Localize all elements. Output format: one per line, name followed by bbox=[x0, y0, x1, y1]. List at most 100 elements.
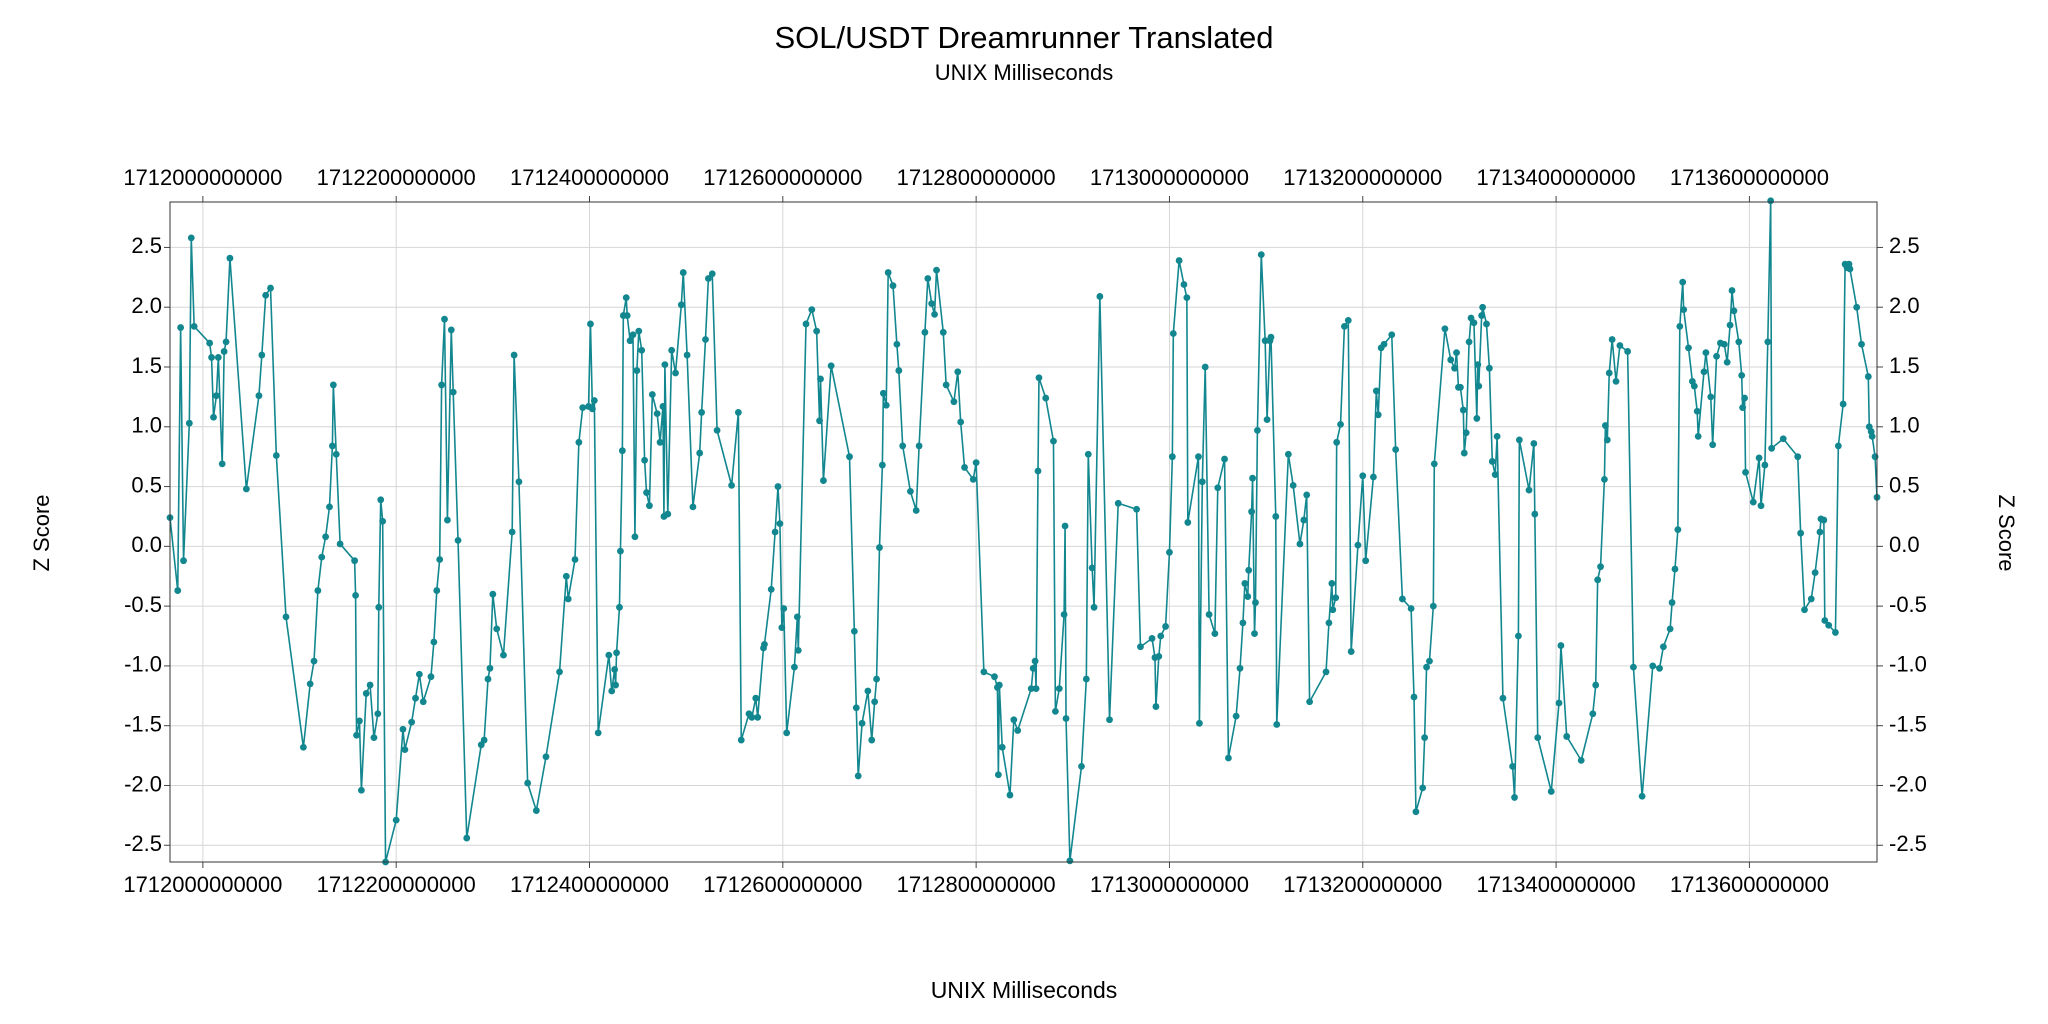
data-point bbox=[1325, 619, 1333, 627]
data-point bbox=[924, 275, 932, 282]
data-point bbox=[267, 284, 274, 292]
data-point bbox=[1106, 716, 1113, 724]
data-point bbox=[562, 572, 570, 580]
data-point bbox=[783, 729, 791, 737]
x-tick-label: 1712800000000 bbox=[897, 872, 1056, 897]
y-axis-label: Z Score bbox=[29, 494, 54, 571]
data-point bbox=[1155, 652, 1163, 660]
data-point bbox=[1656, 664, 1663, 672]
data-point bbox=[1738, 371, 1746, 379]
x-tick-label: 1712000000000 bbox=[123, 872, 282, 897]
data-point bbox=[542, 753, 550, 761]
data-point bbox=[212, 392, 220, 400]
data-point bbox=[282, 613, 290, 621]
data-point bbox=[737, 736, 745, 744]
data-point bbox=[438, 381, 446, 389]
x-top-tick-label: 1712800000000 bbox=[897, 165, 1056, 190]
data-point bbox=[1726, 321, 1734, 329]
data-point bbox=[1032, 685, 1040, 693]
data-point bbox=[1846, 265, 1854, 273]
data-point bbox=[1728, 287, 1736, 294]
data-point bbox=[1241, 580, 1249, 587]
data-point bbox=[1834, 442, 1842, 450]
data-point bbox=[954, 368, 962, 376]
data-point bbox=[641, 456, 648, 464]
data-point bbox=[1735, 338, 1743, 346]
data-point bbox=[1035, 374, 1043, 382]
y2-tick-label: -2.0 bbox=[1889, 771, 1927, 796]
data-point bbox=[1225, 754, 1232, 762]
data-point bbox=[1511, 794, 1518, 801]
data-point bbox=[1374, 411, 1382, 419]
data-point bbox=[1322, 668, 1330, 676]
y2-axis-label: Z Score bbox=[1994, 494, 2019, 571]
data-point bbox=[668, 346, 676, 354]
data-point bbox=[864, 687, 872, 695]
data-point bbox=[626, 337, 634, 345]
data-point bbox=[748, 713, 756, 721]
data-point bbox=[262, 291, 270, 299]
data-point bbox=[306, 680, 314, 688]
data-point bbox=[1589, 710, 1597, 718]
data-point bbox=[463, 834, 471, 842]
data-point bbox=[1794, 453, 1802, 461]
y-tick-label: -2.5 bbox=[124, 831, 162, 856]
data-point bbox=[1423, 663, 1430, 671]
data-point bbox=[392, 816, 400, 824]
data-point bbox=[1557, 642, 1565, 649]
data-point bbox=[1597, 563, 1604, 571]
data-point bbox=[1547, 788, 1555, 795]
data-point bbox=[931, 310, 938, 318]
x-tick-label: 1713400000000 bbox=[1477, 872, 1636, 897]
data-point bbox=[1460, 449, 1468, 457]
data-point bbox=[210, 413, 217, 421]
data-point bbox=[648, 391, 656, 398]
x-top-tick-label: 1713200000000 bbox=[1283, 165, 1442, 190]
data-point bbox=[813, 327, 821, 335]
x-top-tick-label: 1712200000000 bbox=[317, 165, 476, 190]
data-point bbox=[998, 743, 1006, 751]
data-point bbox=[1388, 331, 1396, 339]
data-point bbox=[1864, 373, 1872, 380]
data-point bbox=[377, 496, 385, 504]
y2-tick-label: -1.5 bbox=[1889, 712, 1927, 737]
data-point bbox=[1638, 792, 1646, 800]
data-point bbox=[1010, 716, 1018, 724]
data-point bbox=[1198, 478, 1206, 486]
data-point bbox=[816, 417, 823, 425]
data-point bbox=[1676, 322, 1684, 330]
data-point bbox=[326, 503, 333, 511]
data-point bbox=[1601, 475, 1608, 483]
data-point bbox=[1421, 734, 1429, 742]
data-point bbox=[1509, 762, 1516, 770]
data-point bbox=[322, 533, 330, 541]
data-point bbox=[1531, 510, 1539, 518]
data-point bbox=[1050, 437, 1057, 445]
data-point bbox=[177, 324, 185, 331]
data-point bbox=[605, 651, 613, 659]
data-point bbox=[616, 603, 623, 611]
data-point bbox=[1811, 569, 1819, 577]
data-point bbox=[220, 348, 228, 355]
data-point bbox=[180, 557, 187, 565]
data-point bbox=[928, 300, 936, 308]
data-point bbox=[995, 681, 1003, 689]
y-tick-label: 2.0 bbox=[131, 293, 162, 318]
data-point bbox=[1525, 486, 1533, 494]
data-point bbox=[1465, 338, 1473, 346]
data-point bbox=[617, 547, 624, 555]
data-point bbox=[1459, 406, 1467, 414]
data-point bbox=[484, 675, 492, 683]
x-top-tick-label: 1713400000000 bbox=[1477, 165, 1636, 190]
data-point bbox=[1332, 594, 1340, 602]
data-point bbox=[1592, 681, 1600, 689]
y-tick-label: 0.5 bbox=[131, 472, 162, 497]
data-point bbox=[1296, 540, 1304, 548]
data-point bbox=[1419, 784, 1427, 792]
x-top-tick-label: 1712600000000 bbox=[703, 165, 862, 190]
data-point bbox=[441, 315, 448, 323]
data-point bbox=[1006, 791, 1014, 799]
data-point bbox=[1254, 426, 1261, 434]
data-point bbox=[1608, 336, 1616, 343]
data-point bbox=[708, 270, 716, 278]
